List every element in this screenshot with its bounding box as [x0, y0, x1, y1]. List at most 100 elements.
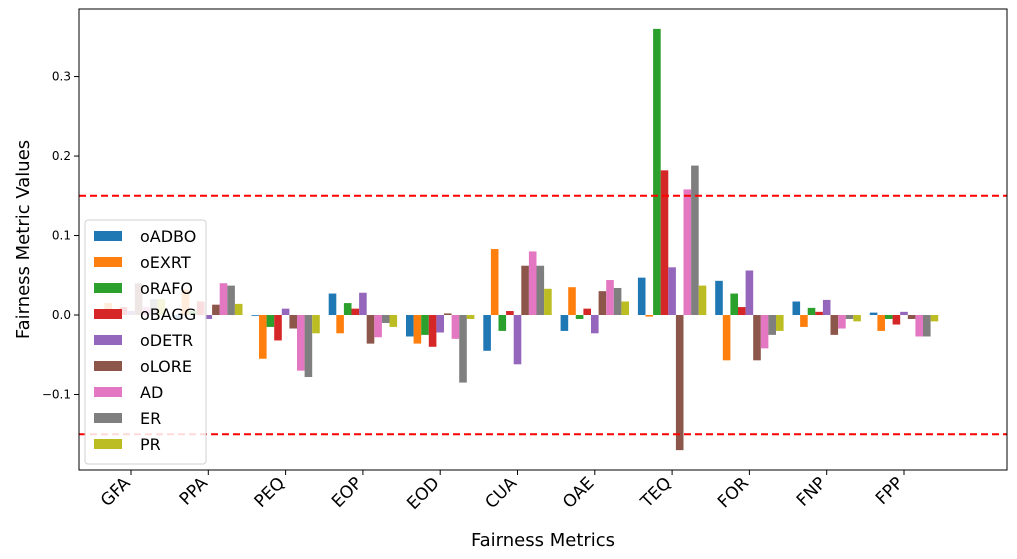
- bar-oBAGG-OAE: [583, 308, 591, 316]
- bar-oEXRT-OAE: [568, 287, 576, 316]
- bar-oDETR-OAE: [591, 315, 599, 334]
- bar-oADBO-FPP: [869, 312, 878, 315]
- bar-oEXRT-CUA: [490, 249, 499, 316]
- bar-AD-FPP: [915, 315, 923, 337]
- legend-label-oADBO: oADBO: [140, 227, 196, 246]
- x-axis: GFA PPA PEQ EOP EOD CUA OAE TEQ FOR FNP FPP: [97, 470, 908, 514]
- x-tick-label: FOR: [714, 473, 753, 512]
- y-tick-label: 0.0: [52, 308, 71, 322]
- legend: oADBO oEXRT oRAFO oBAGG oDETR oLORE AD ER PR: [84, 219, 207, 465]
- bar-oRAFO-EOP: [343, 303, 352, 316]
- bar-oDETR-FNP: [822, 299, 831, 316]
- legend-swatch-PR: [94, 439, 122, 449]
- bar-oLORE-PPA: [212, 304, 220, 316]
- plot-frame: [78, 8, 1008, 471]
- bar-oEXRT-FPP: [877, 315, 885, 331]
- x-tick-label: PPA: [176, 473, 212, 509]
- legend-label-oRAFO: oRAFO: [140, 279, 193, 298]
- bar-oADBO-FNP: [792, 301, 801, 316]
- bar-oEXRT-EOD: [413, 315, 422, 344]
- legend-swatch-oDETR: [94, 335, 122, 345]
- bar-oEXRT-FNP: [800, 315, 808, 327]
- y-axis: −0.1 0.0 0.1 0.2 0.3: [42, 70, 79, 401]
- bar-PR-EOD: [466, 315, 475, 319]
- legend-label-oDETR: oDETR: [140, 331, 193, 350]
- legend-label-oEXRT: oEXRT: [140, 253, 191, 272]
- legend-label-oBAGG: oBAGG: [140, 305, 196, 324]
- x-tick-label: EOP: [328, 473, 366, 511]
- bar-oDETR-PPA: [204, 315, 213, 319]
- bar-ER-TEQ: [691, 165, 699, 316]
- bar-oRAFO-TEQ: [653, 28, 661, 316]
- bar-oDETR-CUA: [513, 315, 522, 365]
- bar-PR-PPA: [234, 303, 243, 316]
- bar-oDETR-TEQ: [668, 267, 676, 316]
- x-tick-label: OAE: [559, 473, 598, 512]
- y-tick-label: −0.1: [42, 387, 71, 401]
- legend-swatch-oLORE: [94, 361, 122, 371]
- bar-oDETR-EOP: [359, 292, 367, 316]
- bar-AD-PPA: [219, 283, 228, 316]
- legend-swatch-oEXRT: [94, 257, 122, 267]
- bar-oEXRT-FOR: [722, 315, 731, 361]
- bar-oBAGG-PEQ: [274, 315, 282, 341]
- bar-oRAFO-EOD: [421, 315, 429, 335]
- bar-oLORE-FPP: [907, 315, 916, 319]
- bar-oADBO-OAE: [560, 315, 569, 331]
- legend-label-AD: AD: [140, 383, 163, 402]
- bar-oBAGG-EOP: [351, 308, 360, 316]
- bar-ER-EOD: [459, 315, 467, 383]
- bar-oADBO-FOR: [715, 280, 723, 316]
- bar-oEXRT-EOP: [336, 315, 344, 334]
- legend-swatch-oRAFO: [94, 283, 122, 293]
- bar-oDETR-FPP: [900, 311, 908, 316]
- legend-swatch-ER: [94, 413, 122, 423]
- bar-oADBO-CUA: [483, 315, 491, 351]
- bar-AD-EOP: [374, 315, 382, 338]
- bar-oLORE-EOD: [444, 313, 452, 316]
- bar-oDETR-PEQ: [281, 308, 290, 316]
- bar-oLORE-PEQ: [289, 315, 297, 329]
- y-tick-label: 0.2: [52, 149, 71, 163]
- legend-swatch-AD: [94, 387, 122, 397]
- x-tick-label: PEQ: [251, 473, 289, 511]
- bar-ER-FPP: [923, 315, 931, 337]
- bar-oDETR-EOD: [436, 315, 444, 333]
- bar-oBAGG-FNP: [815, 311, 823, 316]
- bar-oLORE-CUA: [521, 265, 529, 316]
- bar-ER-PEQ: [304, 315, 313, 378]
- bar-ER-PPA: [227, 285, 235, 316]
- bar-oADBO-TEQ: [637, 277, 646, 316]
- bar-oBAGG-EOD: [428, 315, 437, 347]
- bar-oRAFO-CUA: [498, 315, 507, 331]
- bar-PR-FNP: [853, 315, 861, 322]
- y-tick-label: 0.1: [52, 229, 71, 243]
- bar-oBAGG-FPP: [892, 315, 901, 325]
- bar-oADBO-PEQ: [251, 315, 259, 316]
- y-tick-label: 0.3: [52, 70, 71, 84]
- x-axis-label: Fairness Metrics: [471, 530, 615, 551]
- bar-PR-PEQ: [312, 315, 320, 334]
- bar-oLORE-FOR: [753, 315, 761, 361]
- bar-oRAFO-FPP: [885, 315, 893, 319]
- bar-ER-FOR: [768, 315, 776, 335]
- bar-oADBO-EOP: [328, 293, 337, 316]
- bar-oBAGG-TEQ: [660, 170, 669, 316]
- bar-oRAFO-FNP: [807, 307, 816, 316]
- bar-oRAFO-FOR: [730, 293, 738, 316]
- x-tick-label: TEQ: [636, 473, 675, 512]
- bar-oEXRT-TEQ: [645, 315, 654, 317]
- bar-AD-EOD: [451, 315, 460, 339]
- bar-oRAFO-PEQ: [266, 315, 275, 327]
- bar-AD-CUA: [528, 251, 537, 316]
- bar-oDETR-FOR: [745, 270, 754, 316]
- bar-PR-FOR: [776, 315, 784, 331]
- bar-oADBO-EOD: [406, 315, 414, 337]
- legend-label-ER: ER: [140, 409, 161, 428]
- bar-AD-PEQ: [297, 315, 305, 371]
- bar-AD-TEQ: [683, 189, 692, 316]
- bar-oLORE-OAE: [598, 291, 607, 315]
- legend-label-PR: PR: [140, 435, 161, 454]
- bar-PR-FPP: [930, 315, 939, 322]
